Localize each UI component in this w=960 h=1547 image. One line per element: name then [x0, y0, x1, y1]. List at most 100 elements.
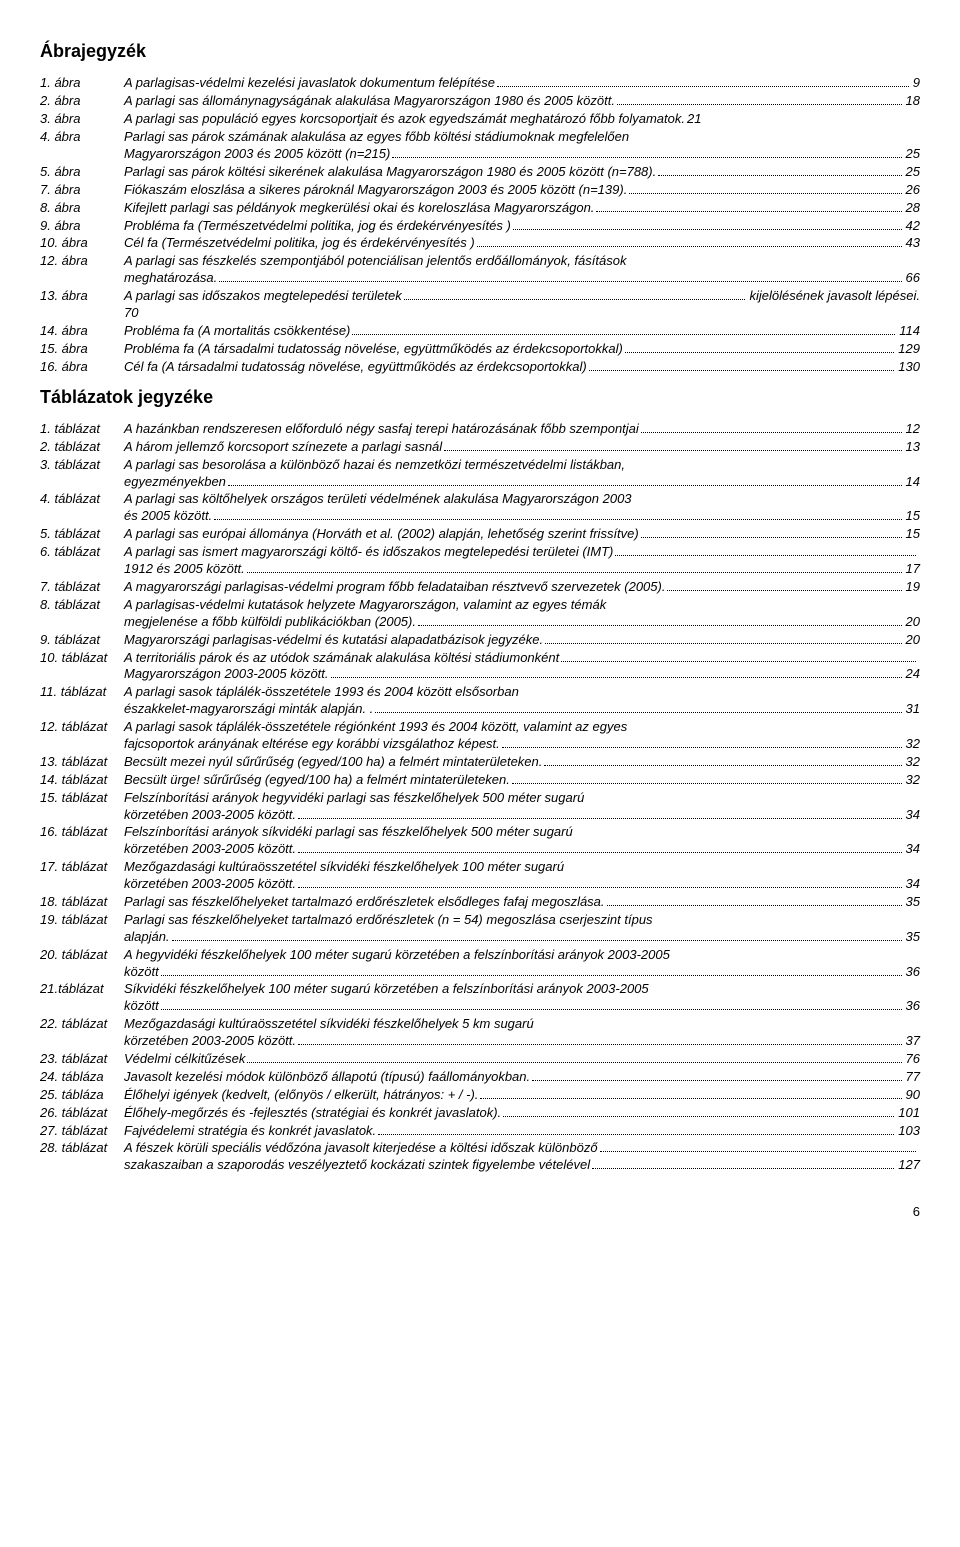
entry-description: Probléma fa (A mortalitás csökkentése) 1…: [124, 323, 920, 340]
entry-text: és 2005 között.: [124, 508, 212, 525]
entry-label: 9. táblázat: [40, 632, 124, 649]
entry-text: meghatározása.: [124, 270, 217, 287]
entry-page: 34: [904, 876, 920, 893]
entry-description: A magyarországi parlagisas-védelmi progr…: [124, 579, 920, 596]
entry-description: Magyarországi parlagisas-védelmi és kuta…: [124, 632, 920, 649]
entry-text: Parlagi sas párok költési sikerének alak…: [124, 164, 656, 181]
entry-description: Kifejlett parlagi sas példányok megkerül…: [124, 200, 920, 217]
entry-description: Cél fa (A társadalmi tudatosság növelése…: [124, 359, 920, 376]
leader-dots: [667, 590, 901, 591]
entry-description: A parlagi sas fészkelés szempontjából po…: [124, 253, 920, 287]
entry-description: Mezőgazdasági kultúraösszetétel síkvidék…: [124, 859, 920, 893]
entry-label: 5. táblázat: [40, 526, 124, 543]
entry-label: 4. táblázat: [40, 491, 124, 508]
entry-page: 15: [904, 508, 920, 525]
list-entry: 16. ábraCél fa (A társadalmi tudatosság …: [40, 359, 920, 376]
list-entry: 27. táblázatFajvédelemi stratégia és kon…: [40, 1123, 920, 1140]
entry-text: északkelet-magyarországi minták alapján.…: [124, 701, 373, 718]
entry-description: A parlagi sas időszakos megtelepedési te…: [124, 288, 920, 322]
entry-description: A parlagi sas ismert magyarországi költő…: [124, 544, 920, 578]
leader-dots: [641, 537, 902, 538]
entry-text: egyezményekben: [124, 474, 226, 491]
leader-dots: [544, 765, 901, 766]
leader-dots: [545, 643, 901, 644]
list-entry: 4. táblázatA parlagi sas költőhelyek ors…: [40, 491, 920, 525]
list-entry: 1. ábraA parlagisas-védelmi kezelési jav…: [40, 75, 920, 92]
list-entry: 5. ábraParlagi sas párok költési sikerén…: [40, 164, 920, 181]
entry-text: Parlagi sas párok számának alakulása az …: [124, 129, 629, 146]
list-entry: 8. táblázatA parlagisas-védelmi kutatáso…: [40, 597, 920, 631]
list-entry: 5. táblázatA parlagi sas európai állomán…: [40, 526, 920, 543]
leader-dots: [298, 1044, 902, 1045]
entry-text: A parlagi sas költőhelyek országos terül…: [124, 491, 632, 508]
entry-page: 43: [904, 235, 920, 252]
entry-page: 14: [904, 474, 920, 491]
list-entry: 15. táblázatFelszínborítási arányok hegy…: [40, 790, 920, 824]
section-heading: Táblázatok jegyzéke: [40, 386, 920, 409]
leader-dots: [477, 246, 902, 247]
entry-description: Probléma fa (Természetvédelmi politika, …: [124, 218, 920, 235]
list-entry: 21.táblázatSíkvidéki fészkelőhelyek 100 …: [40, 981, 920, 1015]
document-body: Ábrajegyzék1. ábraA parlagisas-védelmi k…: [40, 40, 920, 1174]
list-entry: 28. táblázatA fészek körüli speciális vé…: [40, 1140, 920, 1174]
entry-text: A parlagi sasok táplálék-összetétele 199…: [124, 684, 519, 701]
entry-text: körzetében 2003-2005 között.: [124, 876, 296, 893]
leader-dots: [247, 572, 902, 573]
entry-text: körzetében 2003-2005 között.: [124, 807, 296, 824]
entry-page: 37: [904, 1033, 920, 1050]
entry-page: 24: [904, 666, 920, 683]
list-entry: 11. táblázatA parlagi sasok táplálék-öss…: [40, 684, 920, 718]
entry-text: A parlagi sas populáció egyes korcsoport…: [124, 111, 685, 128]
list-entry: 6. táblázatA parlagi sas ismert magyaror…: [40, 544, 920, 578]
leader-dots: [214, 519, 901, 520]
entry-page: 19: [904, 579, 920, 596]
entry-text: Élőhelyi igények (kedvelt, (előnyös / el…: [124, 1087, 478, 1104]
leader-dots: [352, 334, 895, 335]
list-entry: 7. ábraFiókaszám eloszlása a sikeres pár…: [40, 182, 920, 199]
page-number: 6: [40, 1204, 920, 1221]
entry-page: 17: [904, 561, 920, 578]
entry-text: A parlagi sas ismert magyarországi költő…: [124, 544, 613, 561]
entry-label: 28. táblázat: [40, 1140, 124, 1157]
entry-page: 66: [904, 270, 920, 287]
leader-dots: [607, 905, 902, 906]
list-entry: 3. ábraA parlagi sas populáció egyes kor…: [40, 111, 920, 128]
entry-text: szakaszaiban a szaporodás veszélyeztető …: [124, 1157, 590, 1174]
entry-label: 14. ábra: [40, 323, 124, 340]
entry-label: 16. ábra: [40, 359, 124, 376]
entry-description: A hegyvidéki fészkelőhelyek 100 méter su…: [124, 947, 920, 981]
entry-page: 26: [904, 182, 920, 199]
list-entry: 24. táblázaJavasolt kezelési módok külön…: [40, 1069, 920, 1086]
entry-page: 20: [904, 632, 920, 649]
entry-label: 3. táblázat: [40, 457, 124, 474]
entry-page: 28: [904, 200, 920, 217]
entry-label: 17. táblázat: [40, 859, 124, 876]
entry-page: 76: [904, 1051, 920, 1068]
entry-label: 15. táblázat: [40, 790, 124, 807]
entry-description: Becsült mezei nyúl sűrűrűség (egyed/100 …: [124, 754, 920, 771]
entry-label: 16. táblázat: [40, 824, 124, 841]
entry-label: 4. ábra: [40, 129, 124, 146]
leader-dots: [444, 450, 901, 451]
list-entry: 20. táblázatA hegyvidéki fészkelőhelyek …: [40, 947, 920, 981]
entry-description: A territoriális párok és az utódok számá…: [124, 650, 920, 684]
entry-text: Felszínborítási arányok síkvidéki parlag…: [124, 824, 573, 841]
entry-text: között: [124, 998, 159, 1015]
entry-text: A territoriális párok és az utódok számá…: [124, 650, 559, 667]
list-entry: 1. táblázatA hazánkban rendszeresen előf…: [40, 421, 920, 438]
entry-description: Síkvidéki fészkelőhelyek 100 méter sugar…: [124, 981, 920, 1015]
leader-dots: [658, 175, 901, 176]
entry-label: 10. táblázat: [40, 650, 124, 667]
entry-text: Felszínborítási arányok hegyvidéki parla…: [124, 790, 584, 807]
entry-label: 2. táblázat: [40, 439, 124, 456]
leader-dots: [298, 818, 902, 819]
leader-dots: [392, 157, 901, 158]
entry-text: 1912 és 2005 között.: [124, 561, 245, 578]
leader-dots: [219, 281, 901, 282]
entry-text: A hegyvidéki fészkelőhelyek 100 méter su…: [124, 947, 670, 964]
leader-dots: [513, 229, 902, 230]
list-entry: 17. táblázatMezőgazdasági kultúraösszeté…: [40, 859, 920, 893]
entry-description: Parlagi sas párok költési sikerének alak…: [124, 164, 920, 181]
entry-label: 13. ábra: [40, 288, 124, 305]
leader-dots: [172, 940, 902, 941]
